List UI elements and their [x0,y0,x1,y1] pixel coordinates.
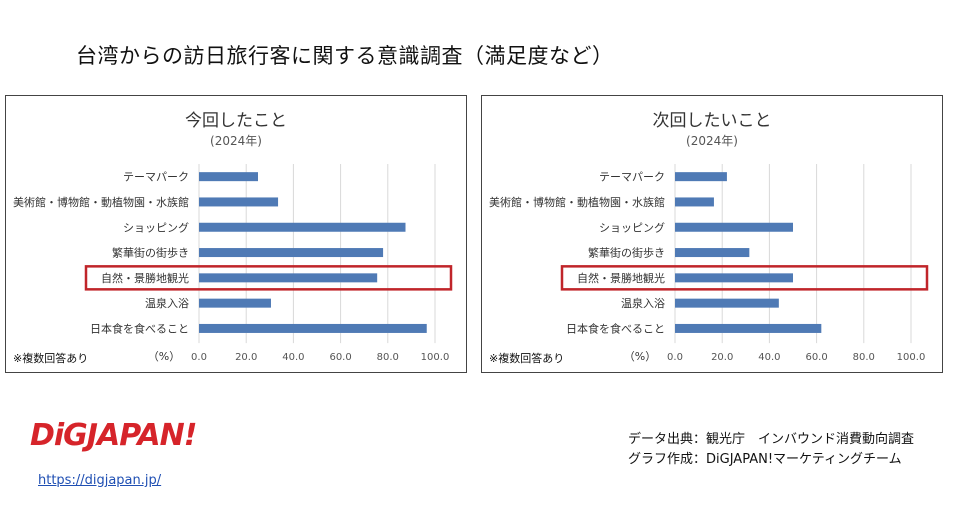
bar [199,248,384,258]
x-tick-label: 80.0 [853,352,875,363]
bar [199,172,258,182]
category-label: テーマパーク [599,171,665,184]
bar [675,248,750,258]
bar [675,323,822,333]
site-link[interactable]: https://digjapan.jp/ [38,473,162,488]
category-label: 自然・景勝地観光 [577,271,665,285]
source-credits: データ出典：観光庁 インバウンド消費動向調査 グラフ作成：DiGJAPAN!マー… [628,430,914,470]
category-label: ショッピング [599,220,665,234]
bar [199,298,271,308]
digjapan-logo: DiGJAPAN! [30,418,197,453]
x-tick-label: 20.0 [711,352,733,363]
x-axis-label: （%） [148,350,180,363]
chart-panel-this-time: 今回したこと (2024年) テーマパーク美術館・博物館・動植物園・水族館ショッピン… [5,95,467,373]
x-tick-label: 60.0 [329,352,351,363]
category-label: 温泉入浴 [145,296,189,310]
bar [199,222,406,232]
category-label: 日本食を食べること [90,321,189,335]
page-title: 台湾からの訪日旅行客に関する意識調査（満足度など） [76,44,614,68]
chart-panel-next-time: 次回したいこと (2024年) テーマパーク美術館・博物館・動植物園・水族館ショッピ… [481,95,943,373]
category-label: 繁華街の街歩き [588,246,665,260]
bar [675,273,793,283]
bar [199,323,427,333]
chart-subtitle: (2024年) [686,134,738,148]
bar [675,197,714,207]
x-tick-label: 100.0 [421,352,450,363]
highlight-box [560,265,929,291]
x-tick-label: 40.0 [758,352,780,363]
x-tick-label: 100.0 [897,352,926,363]
bar [199,273,378,283]
bar [675,298,779,308]
bar-chart-this-time: 今回したこと (2024年) テーマパーク美術館・博物館・動植物園・水族館ショッピン… [13,111,453,363]
category-label: 繁華街の街歩き [112,246,189,260]
category-label: 自然・景勝地観光 [101,271,189,285]
bar [675,172,727,182]
bar [199,197,279,207]
category-label: 日本食を食べること [566,321,665,335]
highlight-box [84,265,453,291]
x-tick-label: 0.0 [191,352,207,363]
x-tick-label: 80.0 [377,352,399,363]
x-tick-label: 0.0 [667,352,683,363]
category-label: 美術館・博物館・動植物園・水族館 [13,195,189,209]
category-label: 温泉入浴 [621,296,665,310]
category-label: ショッピング [123,220,189,234]
chart-title: 次回したいこと [653,111,772,131]
x-tick-label: 20.0 [235,352,257,363]
bar-chart-next-time: 次回したいこと (2024年) テーマパーク美術館・博物館・動植物園・水族館ショッピ… [489,111,929,363]
footnote: ※複数回答あり [13,352,89,365]
source-line: データ出典：観光庁 インバウンド消費動向調査 [628,432,915,447]
chart-title: 今回したこと [185,111,287,131]
credit-line: グラフ作成：DiGJAPAN!マーケティングチーム [628,452,902,467]
x-axis-label: （%） [624,350,656,363]
bar [675,222,793,232]
x-tick-label: 60.0 [805,352,827,363]
category-label: 美術館・博物館・動植物園・水族館 [489,195,665,209]
footnote: ※複数回答あり [489,352,565,365]
category-label: テーマパーク [123,171,189,184]
x-tick-label: 40.0 [282,352,304,363]
chart-subtitle: (2024年) [210,134,262,148]
